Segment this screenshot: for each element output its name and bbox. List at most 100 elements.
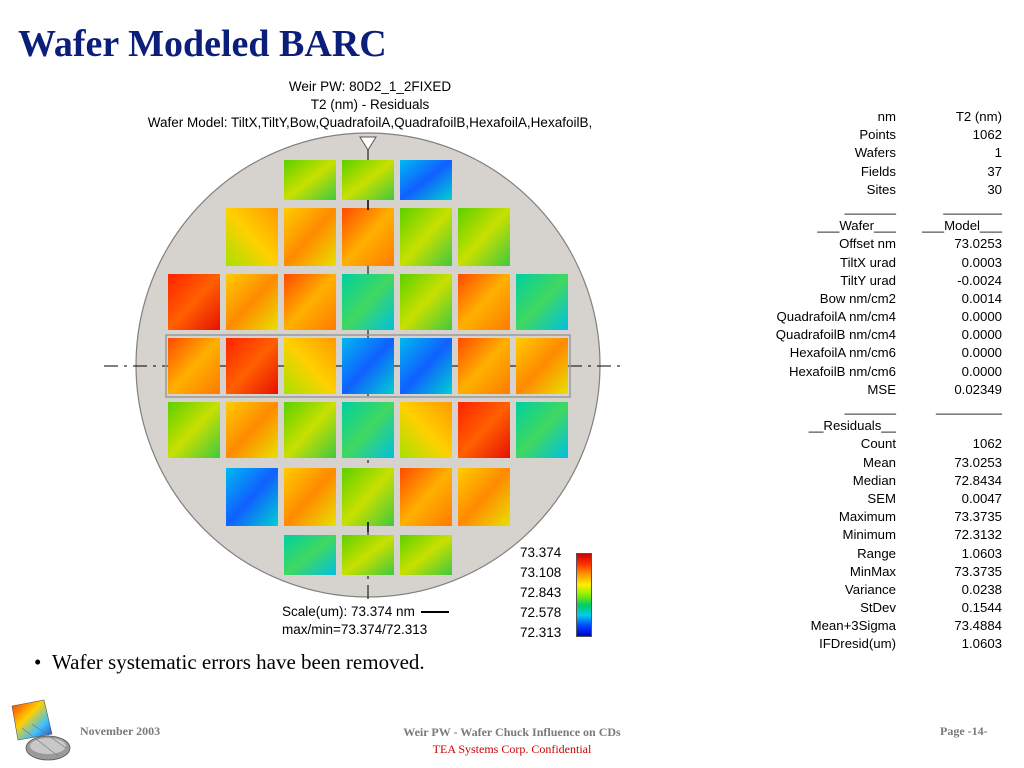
- die: [168, 402, 220, 458]
- die: [226, 338, 278, 394]
- stat-value: 73.0253: [954, 454, 1002, 470]
- stat-value: ________: [943, 199, 1002, 215]
- stat-value: 0.02349: [954, 381, 1002, 397]
- stat-label: __Residuals__: [808, 418, 896, 434]
- die: [284, 338, 336, 394]
- die: [168, 338, 220, 394]
- stat-label: Range: [857, 545, 896, 561]
- stat-value: 73.4884: [954, 618, 1002, 634]
- stat-label: Fields: [860, 163, 896, 179]
- map-header: Weir PW: 80D2_1_2FIXED T2 (nm) - Residua…: [80, 78, 660, 132]
- stat-label: Variance: [844, 581, 896, 597]
- stat-value: 1.0603: [961, 636, 1002, 652]
- stat-label: StDev: [860, 600, 896, 616]
- die: [400, 402, 452, 458]
- stat-value: 0.0000: [961, 345, 1002, 361]
- stat-label: IFDresid(um): [819, 636, 896, 652]
- stat-label: Points: [859, 127, 896, 143]
- stat-value: 0.0000: [961, 309, 1002, 325]
- stat-label: _______: [844, 199, 896, 215]
- stat-value: 1: [994, 145, 1002, 161]
- die: [400, 338, 452, 394]
- die-row-7: [284, 535, 452, 575]
- footer-title: Weir PW - Wafer Chuck Influence on CDs: [403, 725, 621, 739]
- die-row-5: [168, 402, 568, 458]
- stat-value: T2 (nm): [955, 109, 1002, 124]
- colorbar-label: 73.374: [520, 545, 562, 560]
- stats-values: T2 (nm) 1062 1 37 30 ________ ___Model__…: [910, 108, 1002, 654]
- die: [458, 338, 510, 394]
- die: [516, 402, 568, 458]
- stat-value: ___Model___: [922, 218, 1002, 234]
- die: [400, 160, 452, 200]
- stat-label: HexafoilB nm/cm6: [788, 363, 896, 379]
- wafer-notch: [359, 136, 377, 151]
- die: [400, 274, 452, 330]
- die: [516, 338, 568, 394]
- stats-labels: nm Points Wafers Fields Sites _______ __…: [720, 108, 896, 654]
- stat-label: QuadrafoilA nm/cm4: [776, 309, 896, 325]
- stat-label: TiltY urad: [840, 272, 896, 288]
- die: [342, 274, 394, 330]
- stat-label: Offset nm: [839, 236, 896, 252]
- maxmin-label: max/min=73.374/72.313: [282, 622, 428, 637]
- footer-center: Weir PW - Wafer Chuck Influence on CDs T…: [312, 724, 712, 758]
- colorbar-label: 72.313: [520, 625, 562, 640]
- stat-label: _______: [844, 400, 896, 415]
- scale-bar: [420, 611, 449, 614]
- colorbar-labels: 73.374 73.108 72.843 72.578 72.313: [520, 545, 620, 645]
- stat-label: nm: [877, 109, 896, 124]
- stat-value: 73.3735: [954, 563, 1002, 579]
- bullet-text: Wafer systematic errors have been remove…: [52, 650, 425, 674]
- die: [342, 160, 394, 200]
- slide-title: Wafer Modeled BARC: [18, 23, 387, 65]
- die: [458, 402, 510, 458]
- die-row-3: [168, 274, 568, 330]
- die: [458, 468, 510, 526]
- scale-label: Scale(um): 73.374 nm: [282, 604, 415, 619]
- colorbar-label: 72.843: [520, 585, 562, 600]
- stat-label: TiltX urad: [840, 254, 896, 270]
- stat-value: 0.0000: [961, 363, 1002, 379]
- die: [284, 468, 336, 526]
- die: [284, 160, 336, 200]
- stat-label: Minimum: [842, 527, 896, 543]
- die: [342, 208, 394, 266]
- stat-value: 37: [987, 163, 1002, 179]
- stat-label: Bow nm/cm2: [819, 290, 896, 306]
- bullet-item: • Wafer systematic errors have been remov…: [34, 650, 425, 675]
- stat-value: 30: [987, 181, 1002, 197]
- die: [458, 208, 510, 266]
- stat-label: ___Wafer___: [817, 218, 896, 234]
- footer-confidential: TEA Systems Corp. Confidential: [432, 742, 592, 756]
- stat-label: HexafoilA nm/cm6: [789, 345, 896, 361]
- stat-value: 72.3132: [954, 527, 1002, 543]
- stat-value: 1062: [972, 436, 1002, 452]
- die: [168, 274, 220, 330]
- stat-value: 0.1544: [961, 600, 1002, 616]
- stat-value: 1.0603: [961, 545, 1002, 561]
- die-row-4: [168, 338, 568, 394]
- die: [400, 468, 452, 526]
- die: [284, 402, 336, 458]
- stat-label: MinMax: [849, 563, 896, 579]
- footer-date: November 2003: [80, 724, 161, 738]
- scale-block: Scale(um): 73.374 nm max/min=73.374/72.3…: [282, 603, 449, 639]
- die-row-2: [226, 208, 510, 266]
- map-header-line1: Weir PW: 80D2_1_2FIXED: [288, 79, 452, 94]
- die: [284, 208, 336, 266]
- die: [284, 274, 336, 330]
- stat-label: Count: [860, 436, 896, 452]
- stat-value: 73.3735: [954, 509, 1002, 525]
- die: [226, 468, 278, 526]
- stat-value: _________: [935, 400, 1002, 415]
- stat-label: MSE: [867, 381, 896, 397]
- stat-label: Median: [852, 472, 896, 488]
- stat-label: SEM: [867, 490, 896, 506]
- die: [342, 468, 394, 526]
- stat-value: 0.0003: [961, 254, 1002, 270]
- stat-label: Sites: [866, 181, 896, 197]
- die: [342, 338, 394, 394]
- stat-label: Mean+3Sigma: [810, 618, 896, 634]
- footer-page-number: Page -14-: [940, 724, 988, 738]
